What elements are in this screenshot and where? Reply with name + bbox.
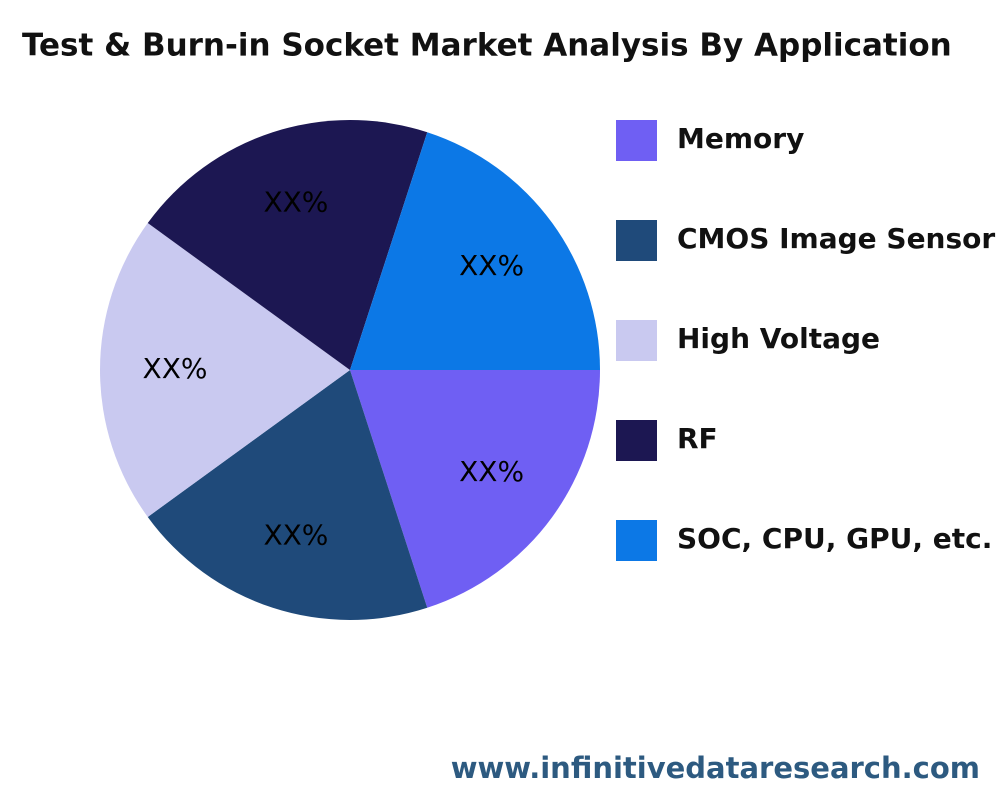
pie-slice — [147, 370, 428, 620]
legend-swatch — [616, 420, 657, 461]
chart-title: Test & Burn-in Socket Market Analysis By… — [22, 28, 952, 64]
pie-slice — [350, 370, 600, 608]
legend-label: RF — [677, 422, 718, 455]
pie-slice — [350, 132, 600, 370]
legend-label: Memory — [677, 122, 804, 155]
data-label: XX% — [459, 455, 524, 488]
legend-swatch — [616, 120, 657, 161]
legend-label: High Voltage — [677, 322, 880, 355]
legend-swatch — [616, 320, 657, 361]
legend-swatch — [616, 520, 657, 561]
data-label: XX% — [143, 352, 208, 385]
data-label: XX% — [459, 249, 524, 282]
pie-slice — [147, 120, 428, 370]
legend-label: CMOS Image Sensor — [677, 222, 995, 255]
data-label: XX% — [263, 186, 328, 219]
legend-label: SOC, CPU, GPU, etc. — [677, 522, 992, 555]
footer: www.infinitivedataresearch.com — [451, 751, 980, 785]
data-label: XX% — [263, 518, 328, 551]
legend-swatch — [616, 220, 657, 261]
pie-slice — [100, 223, 350, 517]
